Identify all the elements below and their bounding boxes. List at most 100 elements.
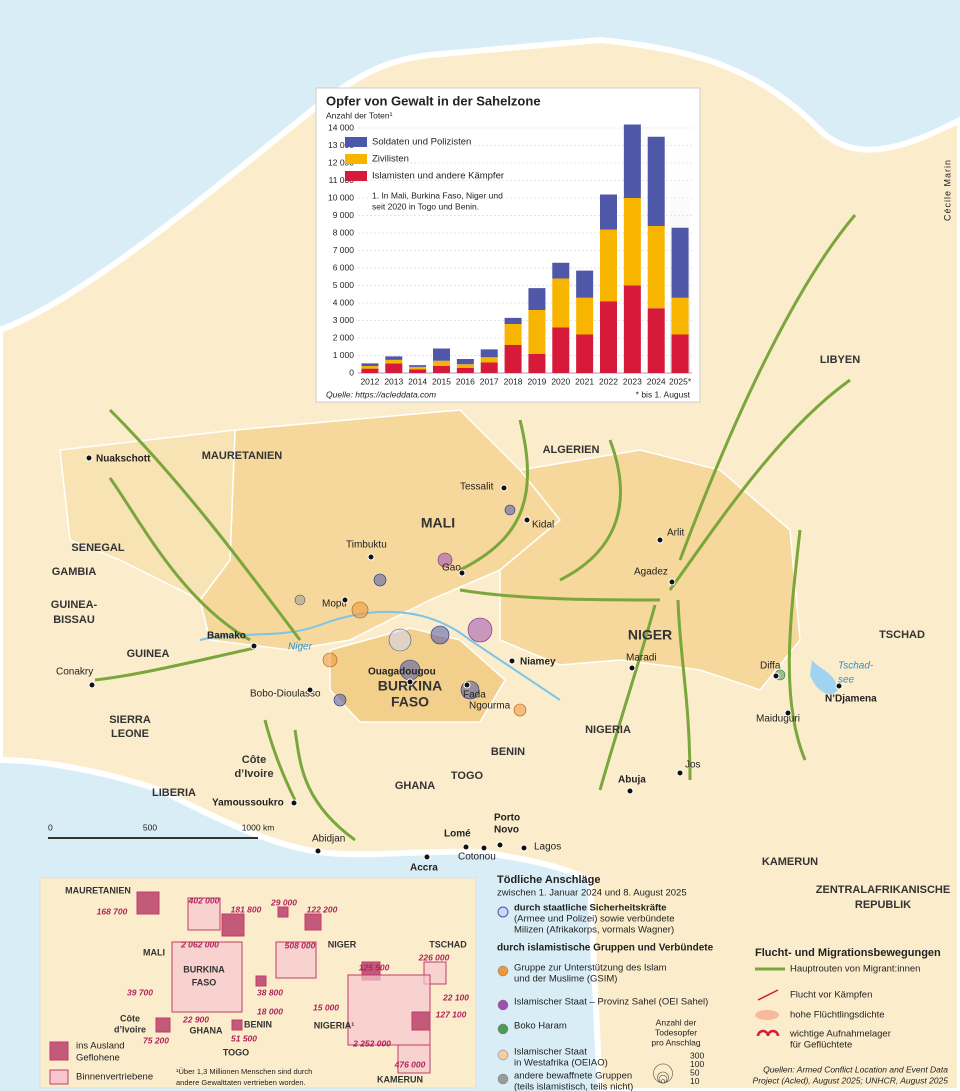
country-label: GHANA [395, 780, 435, 792]
size-title: pro Anschlag [651, 1037, 700, 1047]
chart-title: Opfer von Gewalt in der Sahelzone [326, 93, 541, 108]
city-label: Maiduguri [756, 714, 800, 725]
water-label: Tschad- [838, 661, 874, 672]
inset-figure: 29 000 [270, 897, 297, 907]
legend-text: Gruppe zur Unterstützung des Islam [514, 963, 667, 974]
bar-segment [385, 363, 403, 373]
inset-figure: 476 000 [394, 1059, 426, 1069]
country-label: GUINEA [127, 648, 170, 660]
bar-segment [552, 278, 570, 328]
bar-segment [504, 324, 522, 345]
y-tick-label: 6 000 [333, 262, 355, 272]
city-label: Yamoussoukro [212, 798, 284, 809]
city-dot [676, 769, 684, 777]
legend-text: und der Muslime (GSIM) [514, 974, 617, 985]
city-dot [290, 799, 298, 807]
chart-footnote: * bis 1. August [636, 389, 691, 399]
size-label: 100 [690, 1059, 704, 1069]
scale-label: 1000 km [242, 822, 275, 832]
city-label: Ouagadougou [368, 667, 436, 678]
country-label: SENEGAL [71, 542, 124, 554]
country-label: LIBYEN [820, 354, 860, 366]
y-tick-label: 14 000 [328, 122, 354, 132]
legend-title: Tödliche Anschläge [497, 874, 601, 886]
country-label: GUINEA- [51, 599, 98, 611]
city-dot [406, 678, 414, 686]
city-label: Abidjan [312, 834, 345, 845]
city-label: Jos [685, 760, 701, 771]
city-label: Gao [442, 563, 461, 574]
bar-segment [671, 297, 689, 335]
city-label: Timbuktu [346, 540, 387, 551]
water-label: Niger [288, 642, 313, 653]
y-tick-label: 12 000 [328, 157, 354, 167]
city-label: Cotonou [458, 852, 496, 863]
legend-text: Boko Haram [514, 1021, 567, 1032]
city-label: Nuakschott [96, 454, 151, 465]
country-label: REPUBLIK [855, 899, 911, 911]
y-tick-label: 0 [349, 367, 354, 377]
bar-segment [552, 327, 570, 373]
bar-segment [456, 367, 474, 373]
city-label: Abuja [618, 775, 646, 786]
y-tick-label: 8 000 [333, 227, 355, 237]
size-label: 10 [690, 1076, 700, 1086]
city-label: Niamey [520, 657, 556, 668]
inset-footnote: ¹Über 1,3 Millionen Menschen sind durch [176, 1067, 312, 1076]
inset-country: Côte [120, 1013, 140, 1023]
bar-segment [671, 227, 689, 298]
migration-routes [94, 214, 857, 842]
attack-dots [294, 504, 786, 717]
migration-item: für Geflüchtete [790, 1040, 852, 1051]
bar-segment [623, 124, 641, 198]
inset-country: NIGERIA¹ [314, 1020, 355, 1030]
scale-label: 500 [143, 822, 157, 832]
chart-note: 1. In Mali, Burkina Faso, Niger und [372, 190, 503, 200]
inset-figure: 127 100 [436, 1009, 467, 1019]
bar-segment [480, 362, 498, 373]
city-dot [772, 672, 780, 680]
y-tick-label: 2 000 [333, 332, 355, 342]
city-dot [88, 681, 96, 689]
credit: Cécile Marin [942, 159, 952, 221]
legend-dot [497, 1049, 509, 1061]
city-dot [668, 578, 676, 586]
inset-figure: 181 800 [231, 904, 262, 914]
legend-swatch [345, 154, 367, 164]
city-dot [520, 844, 528, 852]
legend-density [755, 1010, 779, 1020]
country-label: Côte [242, 754, 266, 766]
city-dot [306, 686, 314, 694]
inset-country: BURKINA [183, 964, 225, 974]
bar-segment [385, 356, 403, 360]
inset-footnote: andere Gewalttaten vertrieben worden. [176, 1078, 306, 1087]
city-dot [423, 853, 431, 861]
inset-country: KAMERUN [377, 1074, 423, 1084]
bar-segment [361, 363, 379, 366]
y-tick-label: 9 000 [333, 210, 355, 220]
x-tick-label: 2024 [647, 376, 666, 386]
city-label: Agadez [634, 567, 668, 578]
bar-segment [409, 365, 427, 367]
size-title: Anzahl der [656, 1017, 697, 1027]
inset-country: MAURETANIEN [65, 885, 131, 895]
y-tick-label: 5 000 [333, 280, 355, 290]
y-tick-label: 1 000 [333, 350, 355, 360]
city-label: Lagos [534, 842, 561, 853]
legend-heading: durch islamistische Gruppen und Verbünde… [497, 943, 714, 954]
city-label: Tessalit [460, 482, 494, 493]
city-label: Conakry [56, 667, 93, 678]
city-label: Kidal [532, 520, 554, 531]
legend-text: (Armee und Polizei) sowie verbündete [514, 914, 675, 925]
inset-country: d’Ivoire [114, 1024, 146, 1034]
x-tick-label: 2022 [599, 376, 618, 386]
bar-segment [433, 348, 450, 361]
migration-item: wichtige Aufnahmelager [789, 1029, 891, 1040]
x-tick-label: 2025* [669, 376, 692, 386]
bar-segment [528, 288, 546, 310]
legend-text: Islamischer Staat [514, 1047, 587, 1058]
bar-segment [456, 364, 474, 368]
bar-segment [647, 308, 665, 373]
x-tick-label: 2014 [408, 376, 427, 386]
bar-segment [623, 198, 641, 286]
